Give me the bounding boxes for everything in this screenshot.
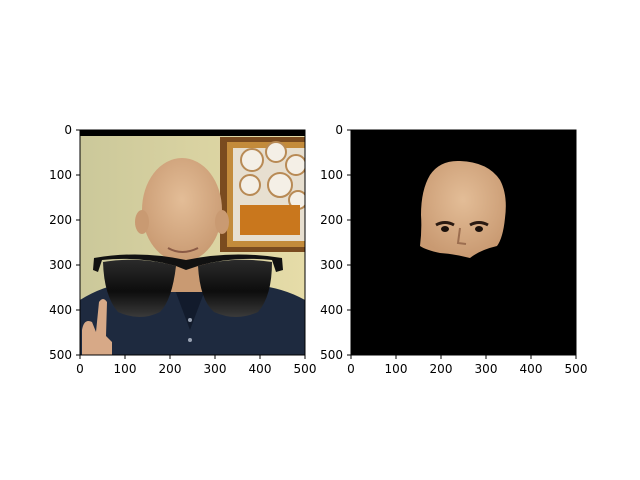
left-y-tick-label: 500 [49,348,72,362]
left-x-tick-label: 200 [159,362,182,376]
left-x-tick-label: 300 [204,362,227,376]
right-axes-frame [350,129,577,356]
left-x-tick-label: 400 [249,362,272,376]
left-axes-frame [79,129,306,356]
left-x-tick-label: 0 [76,362,84,376]
left-image-panel: 0 100 200 300 400 500 0 100 200 300 400 500 [49,123,316,376]
left-y-tick-label: 300 [49,258,72,272]
sunglasses [93,254,283,317]
right-y-tick-label: 200 [320,213,343,227]
right-axis-ticks: 0 100 200 300 400 500 0 100 200 300 400 500 [320,123,587,376]
right-y-tick-label: 0 [335,123,343,137]
right-y-tick-label: 100 [320,168,343,182]
left-photo [80,130,305,355]
left-y-tick-label: 400 [49,303,72,317]
left-axis-ticks: 0 100 200 300 400 500 0 100 200 300 400 500 [49,123,316,376]
right-mask-image [351,130,576,355]
right-y-tick-label: 300 [320,258,343,272]
left-y-tick-label: 100 [49,168,72,182]
right-x-tick-label: 500 [565,362,588,376]
left-x-tick-label: 100 [114,362,137,376]
right-x-tick-label: 100 [385,362,408,376]
left-y-tick-label: 0 [64,123,72,137]
right-x-tick-label: 300 [475,362,498,376]
right-x-tick-label: 0 [347,362,355,376]
right-x-tick-label: 200 [430,362,453,376]
left-x-tick-label: 500 [294,362,317,376]
right-x-tick-label: 400 [520,362,543,376]
right-image-panel: 0 100 200 300 400 500 0 100 200 300 400 500 [320,123,587,376]
left-y-tick-label: 200 [49,213,72,227]
right-y-tick-label: 500 [320,348,343,362]
right-y-tick-label: 400 [320,303,343,317]
